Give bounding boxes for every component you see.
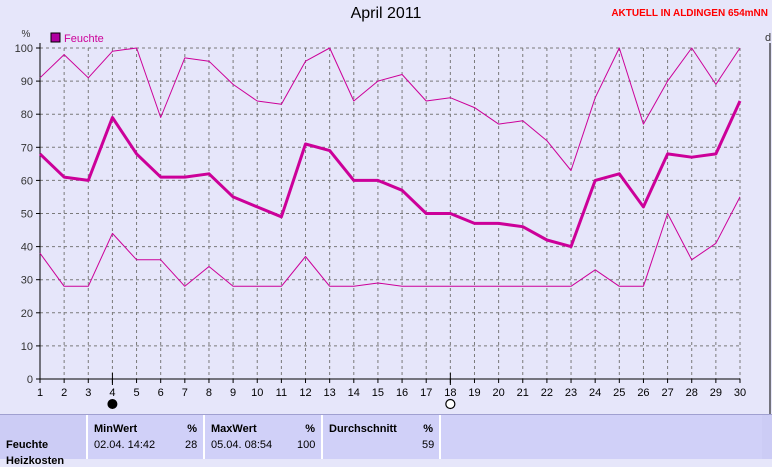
stats-empty-cell (441, 415, 762, 459)
series-line-min (39, 196, 741, 287)
y-tick-label: 60 (21, 175, 33, 187)
x-tick-label: 16 (396, 387, 408, 399)
max-value: 100 (297, 439, 316, 451)
x-tick-label: 23 (565, 387, 577, 399)
moon-markers (107, 373, 456, 410)
max-header: MaxWert (211, 423, 257, 435)
x-tick-label: 15 (372, 387, 384, 399)
x-tick-label: 9 (230, 387, 236, 399)
stats-table: MinWert % MaxWert % Durchschnitt % Feuch… (0, 414, 772, 467)
x-tick-label: 25 (613, 387, 625, 399)
min-header: MinWert (94, 423, 138, 435)
x-tick-label: 13 (324, 387, 336, 399)
chart-series (38, 47, 742, 287)
chart-title: April 2011 (350, 5, 422, 22)
max-unit: % (305, 423, 315, 435)
x-tick-label: 21 (517, 387, 529, 399)
y-tick-label: 50 (21, 209, 33, 221)
x-tick-label: 7 (182, 387, 188, 399)
x-tick-label: 8 (206, 387, 212, 399)
x-tick-label: 20 (492, 387, 504, 399)
x-tick-label: 26 (637, 387, 649, 399)
series-line-max (39, 47, 741, 171)
x-tick-label: 27 (661, 387, 673, 399)
x-tick-label: 14 (348, 387, 360, 399)
y-tick-label: 90 (21, 76, 33, 88)
x-tick-label: 29 (710, 387, 722, 399)
legend-swatch (50, 32, 61, 43)
avg-header: Durchschnitt (329, 423, 397, 435)
x-tick-label: 2 (61, 387, 67, 399)
stats-avg-cell: Durchschnitt % (323, 415, 441, 459)
x-tick-label: 24 (589, 387, 601, 399)
chart-legend: Feuchte (50, 32, 104, 45)
y-tick-label: 10 (21, 341, 33, 353)
stats-label-column (0, 415, 88, 459)
y-axis-label: % (22, 29, 31, 40)
stats-min-cell: MinWert % (88, 415, 205, 459)
y-tick-label: 80 (21, 109, 33, 121)
x-tick-label: 6 (158, 387, 164, 399)
x-tick-label: 30 (734, 387, 746, 399)
y-tick-label: 100 (15, 43, 33, 55)
min-unit: % (187, 423, 197, 435)
stats-max-cell: MaxWert % (205, 415, 323, 459)
max-date: 05.04. 08:54 (211, 439, 273, 451)
avg-value: 59 (422, 439, 435, 451)
x-tick-label: 19 (468, 387, 480, 399)
avg-unit: % (423, 423, 433, 435)
x-tick-label: 1 (37, 387, 43, 399)
y-tick-label: 0 (27, 374, 33, 386)
right-axis-label: d (765, 32, 771, 44)
y-tick-label: 30 (21, 275, 33, 287)
y-tick-label: 20 (21, 308, 33, 320)
full-moon-icon (445, 398, 456, 410)
x-tick-label: 3 (85, 387, 91, 399)
x-tick-label: 18 (444, 387, 456, 399)
x-tick-label: 22 (541, 387, 553, 399)
x-tick-label: 10 (251, 387, 263, 399)
x-tick-label: 17 (420, 387, 432, 399)
x-tick-label: 5 (133, 387, 139, 399)
new-moon-icon (107, 399, 118, 409)
y-tick-label: 40 (21, 242, 33, 254)
x-tick-label: 4 (109, 387, 115, 399)
min-value: 28 (185, 439, 198, 451)
x-tick-label: 28 (686, 387, 698, 399)
row-label-feuchte: Feuchte (6, 439, 49, 451)
x-tick-label: 11 (276, 387, 287, 399)
legend-label: Feuchte (64, 33, 104, 45)
chart-axes (36, 43, 771, 414)
row-label-heizkosten: Heizkosten (6, 455, 65, 467)
series-line-mean (38, 100, 742, 249)
y-tick-label: 70 (21, 142, 33, 154)
station-label: AKTUELL IN ALDINGEN 654mNN (611, 8, 768, 19)
min-date: 02.04. 14:42 (94, 439, 156, 451)
x-tick-label: 12 (299, 387, 311, 399)
